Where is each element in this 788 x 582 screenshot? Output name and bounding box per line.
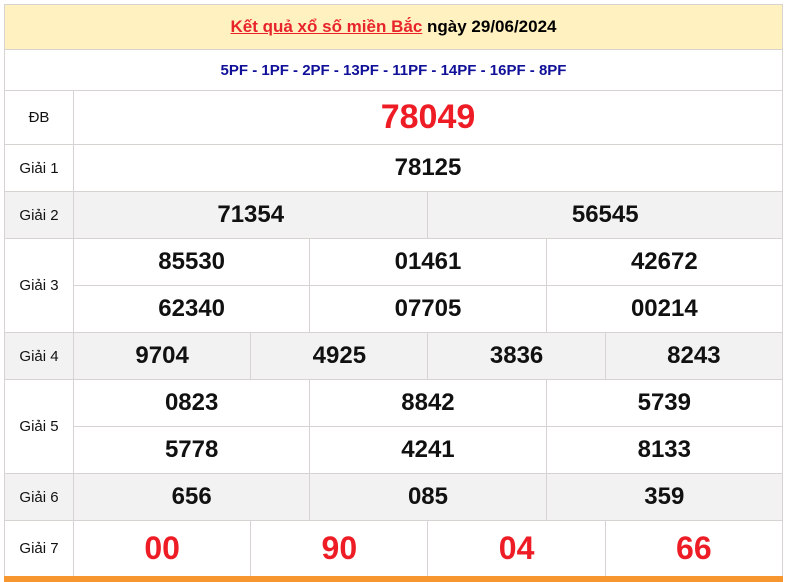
prize-number: 01461 [309, 238, 547, 286]
special-prize-number: 78049 [73, 90, 783, 145]
results-table-container: Kết quả xổ số miền Bắc ngày 29/06/2024 5… [4, 4, 784, 577]
prize-number: 85530 [72, 238, 311, 286]
prize-number: 42672 [545, 238, 784, 286]
prize-label-g3: Giải 3 [4, 238, 74, 333]
prize-number: 04 [427, 520, 606, 577]
prize-number: 4241 [309, 426, 547, 474]
results-title-link[interactable]: Kết quả xổ số miền Bắc [230, 17, 423, 36]
prize-number: 62340 [72, 285, 311, 333]
prize-number: 66 [604, 520, 784, 577]
prize-number: 3836 [427, 332, 606, 380]
prize-number: 0823 [72, 379, 311, 427]
results-date: ngày 29/06/2024 [427, 17, 557, 36]
prize-number: 90 [250, 520, 429, 577]
prize-label-db: ĐB [4, 90, 74, 145]
draw-codes: 5PF - 1PF - 2PF - 13PF - 11PF - 14PF - 1… [4, 49, 783, 91]
prize-number: 71354 [72, 191, 429, 239]
prize-number: 00214 [545, 285, 784, 333]
prize-number: 656 [72, 473, 311, 521]
lottery-results-table: Kết quả xổ số miền Bắc ngày 29/06/2024 5… [4, 4, 784, 577]
prize-number: 9704 [72, 332, 252, 380]
prize-number: 78125 [73, 144, 783, 192]
prize-number: 085 [309, 473, 547, 521]
prize-number: 07705 [309, 285, 547, 333]
prize-label-g1: Giải 1 [4, 144, 74, 192]
prize-label-g4: Giải 4 [4, 332, 74, 380]
prize-label-g7: Giải 7 [4, 520, 74, 577]
prize-number: 8133 [545, 426, 784, 474]
prize-label-g6: Giải 6 [4, 473, 74, 521]
prize-number: 8842 [309, 379, 547, 427]
footer-bar [4, 576, 783, 582]
prize-number: 56545 [427, 191, 783, 239]
prize-number: 4925 [250, 332, 429, 380]
prize-number: 00 [72, 520, 252, 577]
prize-number: 359 [545, 473, 784, 521]
prize-number: 8243 [604, 332, 784, 380]
results-header: Kết quả xổ số miền Bắc ngày 29/06/2024 [4, 4, 783, 50]
prize-number: 5739 [545, 379, 784, 427]
prize-label-g5: Giải 5 [4, 379, 74, 474]
prize-label-g2: Giải 2 [4, 191, 74, 239]
prize-number: 5778 [72, 426, 311, 474]
